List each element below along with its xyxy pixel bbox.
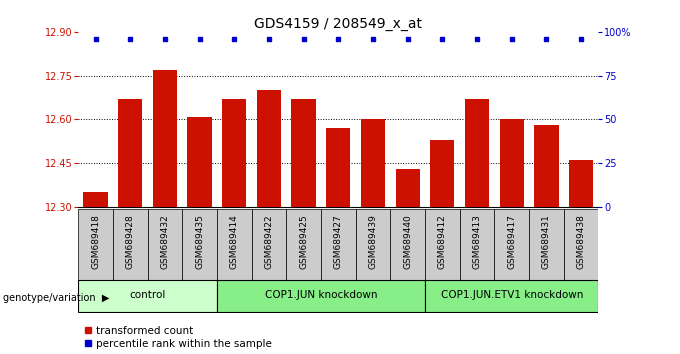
Text: GSM689414: GSM689414 (230, 215, 239, 269)
Bar (500, 120, 524, 207)
FancyBboxPatch shape (356, 209, 390, 280)
Legend: transformed count, percentile rank within the sample: transformed count, percentile rank withi… (84, 326, 272, 349)
Bar (534, 125, 558, 207)
Bar (188, 116, 211, 207)
FancyBboxPatch shape (425, 280, 598, 312)
FancyBboxPatch shape (390, 209, 425, 280)
FancyBboxPatch shape (252, 209, 286, 280)
Bar (396, 169, 420, 207)
Text: GSM689422: GSM689422 (265, 215, 273, 269)
FancyBboxPatch shape (564, 209, 598, 280)
Bar (257, 90, 281, 207)
Text: GSM689428: GSM689428 (126, 215, 135, 269)
Text: GSM689412: GSM689412 (438, 215, 447, 269)
FancyBboxPatch shape (529, 209, 564, 280)
Bar (153, 70, 177, 207)
Text: GSM689431: GSM689431 (542, 215, 551, 269)
Text: GSM689440: GSM689440 (403, 215, 412, 269)
FancyBboxPatch shape (148, 209, 182, 280)
Bar (465, 99, 489, 207)
Text: COP1.JUN.ETV1 knockdown: COP1.JUN.ETV1 knockdown (441, 290, 583, 300)
FancyBboxPatch shape (78, 209, 113, 280)
Text: GSM689432: GSM689432 (160, 215, 169, 269)
Text: genotype/variation  ▶: genotype/variation ▶ (3, 293, 109, 303)
FancyBboxPatch shape (425, 209, 460, 280)
FancyBboxPatch shape (78, 280, 217, 312)
FancyBboxPatch shape (182, 209, 217, 280)
Text: GSM689413: GSM689413 (473, 215, 481, 269)
Bar (84, 193, 107, 207)
Text: GSM689427: GSM689427 (334, 215, 343, 269)
Bar (326, 128, 350, 207)
Title: GDS4159 / 208549_x_at: GDS4159 / 208549_x_at (254, 17, 422, 31)
Bar (569, 160, 593, 207)
FancyBboxPatch shape (321, 209, 356, 280)
Text: GSM689438: GSM689438 (577, 215, 585, 269)
Text: GSM689418: GSM689418 (91, 215, 100, 269)
Text: control: control (129, 290, 166, 300)
Text: GSM689417: GSM689417 (507, 215, 516, 269)
Text: GSM689439: GSM689439 (369, 215, 377, 269)
Text: GSM689425: GSM689425 (299, 215, 308, 269)
FancyBboxPatch shape (460, 209, 494, 280)
FancyBboxPatch shape (113, 209, 148, 280)
FancyBboxPatch shape (494, 209, 529, 280)
Bar (118, 99, 142, 207)
Bar (222, 99, 246, 207)
FancyBboxPatch shape (217, 209, 252, 280)
Bar (361, 120, 385, 207)
Bar (430, 140, 454, 207)
Bar (292, 99, 316, 207)
Text: COP1.JUN knockdown: COP1.JUN knockdown (265, 290, 377, 300)
FancyBboxPatch shape (286, 209, 321, 280)
Text: GSM689435: GSM689435 (195, 215, 204, 269)
FancyBboxPatch shape (217, 280, 425, 312)
